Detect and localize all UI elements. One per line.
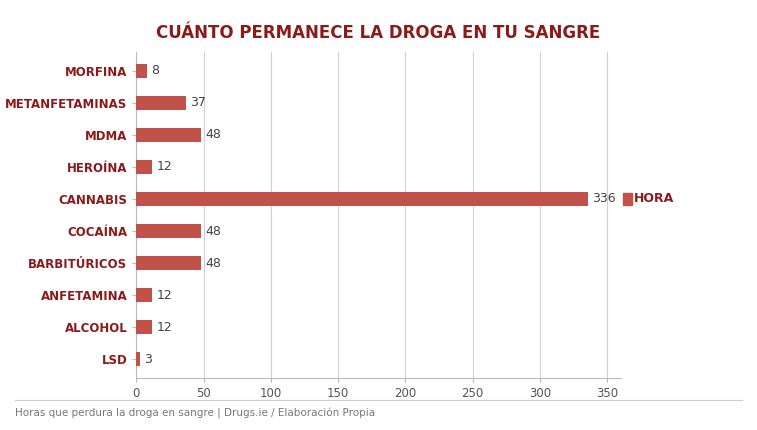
Bar	[136, 288, 152, 302]
Bar	[136, 352, 140, 366]
Bar	[136, 160, 152, 174]
Text: 12: 12	[157, 289, 172, 301]
Text: 12: 12	[157, 160, 172, 173]
Bar	[136, 224, 201, 238]
Text: 48: 48	[205, 257, 221, 270]
Text: HORA: HORA	[634, 193, 674, 206]
FancyBboxPatch shape	[624, 193, 631, 205]
Text: Horas que perdura la droga en sangre | Drugs.ie / Elaboración Propia: Horas que perdura la droga en sangre | D…	[15, 408, 375, 419]
Bar	[136, 128, 201, 142]
Bar	[136, 192, 588, 206]
Text: 48: 48	[205, 129, 221, 141]
Bar	[136, 64, 147, 78]
Bar	[136, 320, 152, 335]
Text: 336: 336	[593, 193, 616, 206]
Text: 48: 48	[205, 224, 221, 237]
Text: 3: 3	[145, 353, 152, 366]
Bar	[136, 256, 201, 270]
Title: CUÁNTO PERMANECE LA DROGA EN TU SANGRE: CUÁNTO PERMANECE LA DROGA EN TU SANGRE	[157, 24, 600, 42]
Text: 8: 8	[151, 64, 159, 77]
Text: 12: 12	[157, 321, 172, 334]
Bar	[136, 95, 186, 110]
Text: 37: 37	[190, 96, 206, 109]
